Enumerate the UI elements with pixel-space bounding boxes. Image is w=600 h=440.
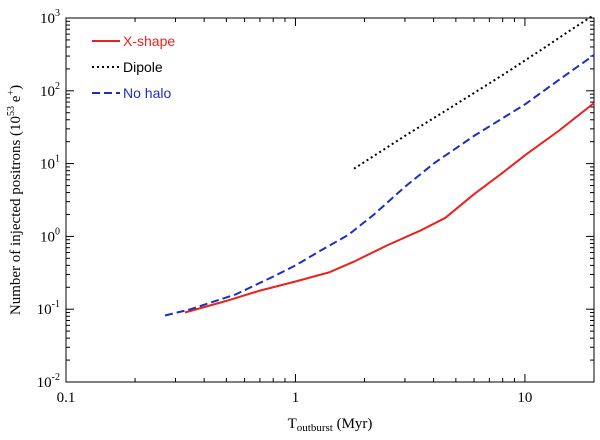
y-tick-label: 10-1 xyxy=(37,299,60,318)
series-layer xyxy=(164,14,595,317)
legend-label-dipole: Dipole xyxy=(123,59,163,75)
y-axis-title-mid: e xyxy=(8,95,24,106)
y-tick-label: 101 xyxy=(40,154,60,173)
y-tick-label-base: 10 xyxy=(40,84,55,100)
y-tick-label-exponent: 1 xyxy=(55,154,60,165)
y-tick-label-exponent: -2 xyxy=(52,372,60,383)
y-tick-label-base: 10 xyxy=(37,302,52,318)
y-tick-label-exponent: 3 xyxy=(55,8,60,19)
x-tick-label: 10 xyxy=(517,390,532,406)
y-tick-label-exponent: 2 xyxy=(55,81,60,92)
y-axis-title: Number of injected positrons (1053 e+) xyxy=(6,85,24,315)
y-axis-title-main: Number of injected positrons (10 xyxy=(8,116,24,315)
x-axis-title-unit: (Myr) xyxy=(333,416,373,432)
y-axis-title-sup: 53 xyxy=(6,106,17,116)
series-line-no-halo xyxy=(164,54,595,317)
y-tick-label-base: 10 xyxy=(40,157,55,173)
y-tick-label: 10-2 xyxy=(37,372,60,391)
y-axis-title-end: ) xyxy=(8,85,24,90)
x-tick-label: 1 xyxy=(292,390,300,406)
y-tick-label-exponent: -1 xyxy=(52,299,60,310)
plot-frame xyxy=(65,17,595,383)
y-tick-label-base: 10 xyxy=(40,11,55,27)
legend-label-no-halo: No halo xyxy=(123,85,171,101)
y-axis-title-sup2: + xyxy=(6,90,17,96)
legend: X-shape Dipole No halo xyxy=(92,33,175,101)
y-tick-label-base: 10 xyxy=(37,375,52,391)
legend-label-x-shape: X-shape xyxy=(123,33,175,49)
x-axis-title-main: T xyxy=(288,416,297,432)
y-tick-label-base: 10 xyxy=(40,229,55,245)
series-line-x-shape xyxy=(184,102,595,314)
y-tick-label: 103 xyxy=(40,8,60,27)
axis-ticks xyxy=(65,17,595,383)
y-tick-label: 102 xyxy=(40,81,60,100)
x-axis-title-sub: outburst xyxy=(297,422,333,434)
x-axis-title: Toutburst (Myr) xyxy=(288,416,373,434)
y-tick-label: 100 xyxy=(40,226,60,245)
y-tick-label-exponent: 0 xyxy=(55,226,60,237)
x-tick-label: 0.1 xyxy=(57,390,76,406)
series-line-dipole xyxy=(353,14,595,170)
